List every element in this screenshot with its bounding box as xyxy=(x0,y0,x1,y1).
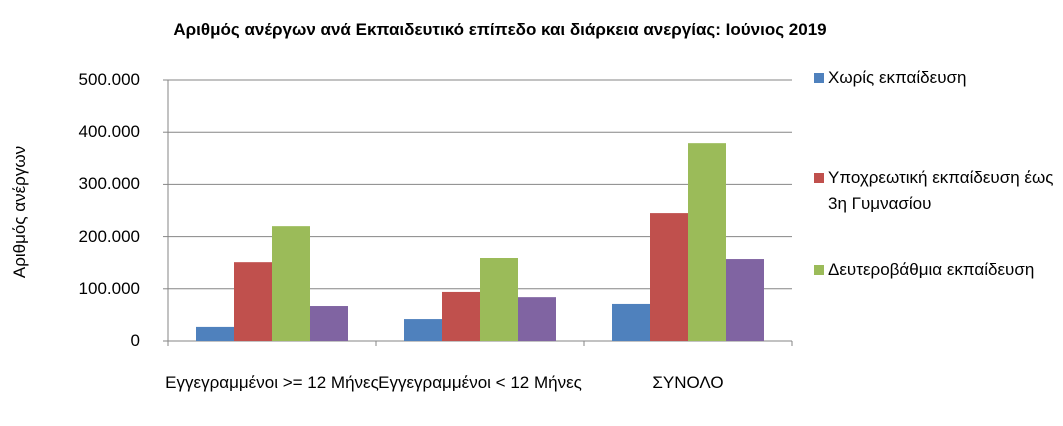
y-tick-label: 300.000 xyxy=(78,174,140,194)
legend-label: Χωρίς εκπαίδευση xyxy=(828,68,967,87)
y-axis-label: Αριθμός ανέργων xyxy=(10,145,29,279)
y-tick-label: 100.000 xyxy=(78,278,140,298)
bar xyxy=(442,291,480,341)
legend-swatch xyxy=(814,265,824,275)
bar xyxy=(310,306,348,341)
bar xyxy=(480,258,518,341)
y-tick-label: 0 xyxy=(130,331,140,350)
legend-swatch xyxy=(814,173,824,183)
y-tick-label: 500.000 xyxy=(78,70,140,89)
bar xyxy=(518,297,556,341)
bar xyxy=(404,319,442,341)
y-tick-label: 400.000 xyxy=(78,122,140,142)
chart-title: Αριθμός ανέργων ανά Εκπαιδευτικό επίπεδο… xyxy=(173,20,827,39)
bar xyxy=(612,303,650,341)
legend-label: Δευτεροβάθμια εκπαίδευση xyxy=(828,260,1035,279)
bar xyxy=(688,143,726,341)
bar xyxy=(196,326,234,341)
bar xyxy=(234,262,272,341)
y-tick-label: 200.000 xyxy=(78,226,140,246)
x-tick-label: Εγγεγραμμένοι < 12 Μήνες xyxy=(378,373,582,392)
x-tick-label: ΣΥΝΟΛΟ xyxy=(652,373,724,392)
bar xyxy=(650,213,688,341)
x-tick-label: Εγγεγραμμένοι >= 12 Μήνες xyxy=(165,373,379,392)
legend-swatch xyxy=(814,73,824,83)
bar xyxy=(726,259,764,341)
legend-label: Υποχρεωτική εκπαίδευση έως 3η Γυμνασίου xyxy=(828,168,1054,213)
bar xyxy=(272,226,310,341)
